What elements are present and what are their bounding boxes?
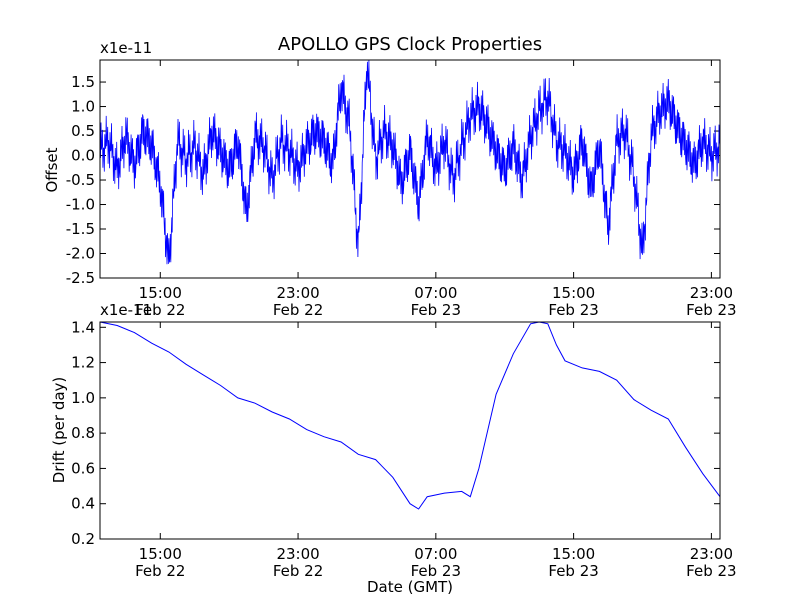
offset-x-tick-time: 07:00 xyxy=(414,284,457,302)
offset-y-tick-label: 0.5 xyxy=(71,122,95,140)
offset-y-tick-label: -1.5 xyxy=(66,220,95,238)
drift-y-tick-label: 1.2 xyxy=(71,354,95,372)
drift-multiplier: x1e-11 xyxy=(100,301,152,319)
drift-series-line xyxy=(99,321,721,510)
drift-x-tick-date: Feb 23 xyxy=(411,562,461,580)
offset-x-tick-date: Feb 22 xyxy=(273,301,323,319)
offset-x-tick-time: 15:00 xyxy=(552,284,595,302)
drift-x-tick-time: 07:00 xyxy=(414,545,457,563)
offset-x-tick-date: Feb 23 xyxy=(686,301,736,319)
offset-y-tick-label: -1.0 xyxy=(66,196,95,214)
offset-x-tick-date: Feb 23 xyxy=(548,301,598,319)
chart-title: APOLLO GPS Clock Properties xyxy=(278,34,542,55)
drift-x-tick-date: Feb 23 xyxy=(686,562,736,580)
offset-y-tick-label: 1.5 xyxy=(71,73,95,91)
offset-x-tick-time: 23:00 xyxy=(276,284,319,302)
drift-x-tick-date: Feb 22 xyxy=(273,562,323,580)
offset-y-tick-label: 0.0 xyxy=(71,147,95,165)
offset-y-axis-label: Offset xyxy=(43,147,61,192)
offset-y-ticks: 1.5 1.0 0.5 0.0 -0.5 -1.0 -1.5 -2.0 -2.5 xyxy=(66,73,720,287)
drift-y-axis-label: Drift (per day) xyxy=(50,377,68,484)
drift-x-tick-time: 15:00 xyxy=(552,545,595,563)
drift-y-ticks: 1.4 1.2 1.0 0.8 0.6 0.4 0.2 xyxy=(71,318,720,548)
drift-x-tick-time: 23:00 xyxy=(690,545,733,563)
drift-x-axis-label: Date (GMT) xyxy=(367,578,453,596)
drift-x-tick-time: 15:00 xyxy=(139,545,182,563)
drift-panel: x1e-11 Drift (per day) 1.4 1.2 1.0 0.8 0.6 0.… xyxy=(50,301,737,596)
offset-y-tick-label: 1.0 xyxy=(71,98,95,116)
drift-y-tick-label: 1.4 xyxy=(71,318,95,336)
drift-y-tick-label: 0.8 xyxy=(71,424,95,442)
offset-plot-frame xyxy=(99,59,721,279)
drift-y-tick-label: 1.0 xyxy=(71,389,95,407)
drift-y-tick-label: 0.4 xyxy=(71,495,95,513)
offset-multiplier: x1e-11 xyxy=(100,39,152,57)
offset-series-line xyxy=(99,59,721,265)
offset-x-tick-date: Feb 22 xyxy=(135,301,185,319)
offset-panel: x1e-11 Offset 1.5 1.0 0.5 0.0 -0.5 -1.0 -1.5 -2… xyxy=(43,39,737,319)
offset-y-tick-label: -2.5 xyxy=(66,269,95,287)
drift-plot-frame xyxy=(99,321,721,540)
offset-y-tick-label: -0.5 xyxy=(66,171,95,189)
offset-x-tick-time: 23:00 xyxy=(690,284,733,302)
drift-y-tick-label: 0.6 xyxy=(71,459,95,477)
offset-y-tick-label: -2.0 xyxy=(66,245,95,263)
drift-x-tick-date: Feb 22 xyxy=(135,562,185,580)
drift-x-tick-time: 23:00 xyxy=(276,545,319,563)
offset-x-tick-date: Feb 23 xyxy=(411,301,461,319)
drift-y-tick-label: 0.2 xyxy=(71,530,95,548)
offset-x-tick-time: 15:00 xyxy=(139,284,182,302)
drift-x-tick-date: Feb 23 xyxy=(548,562,598,580)
